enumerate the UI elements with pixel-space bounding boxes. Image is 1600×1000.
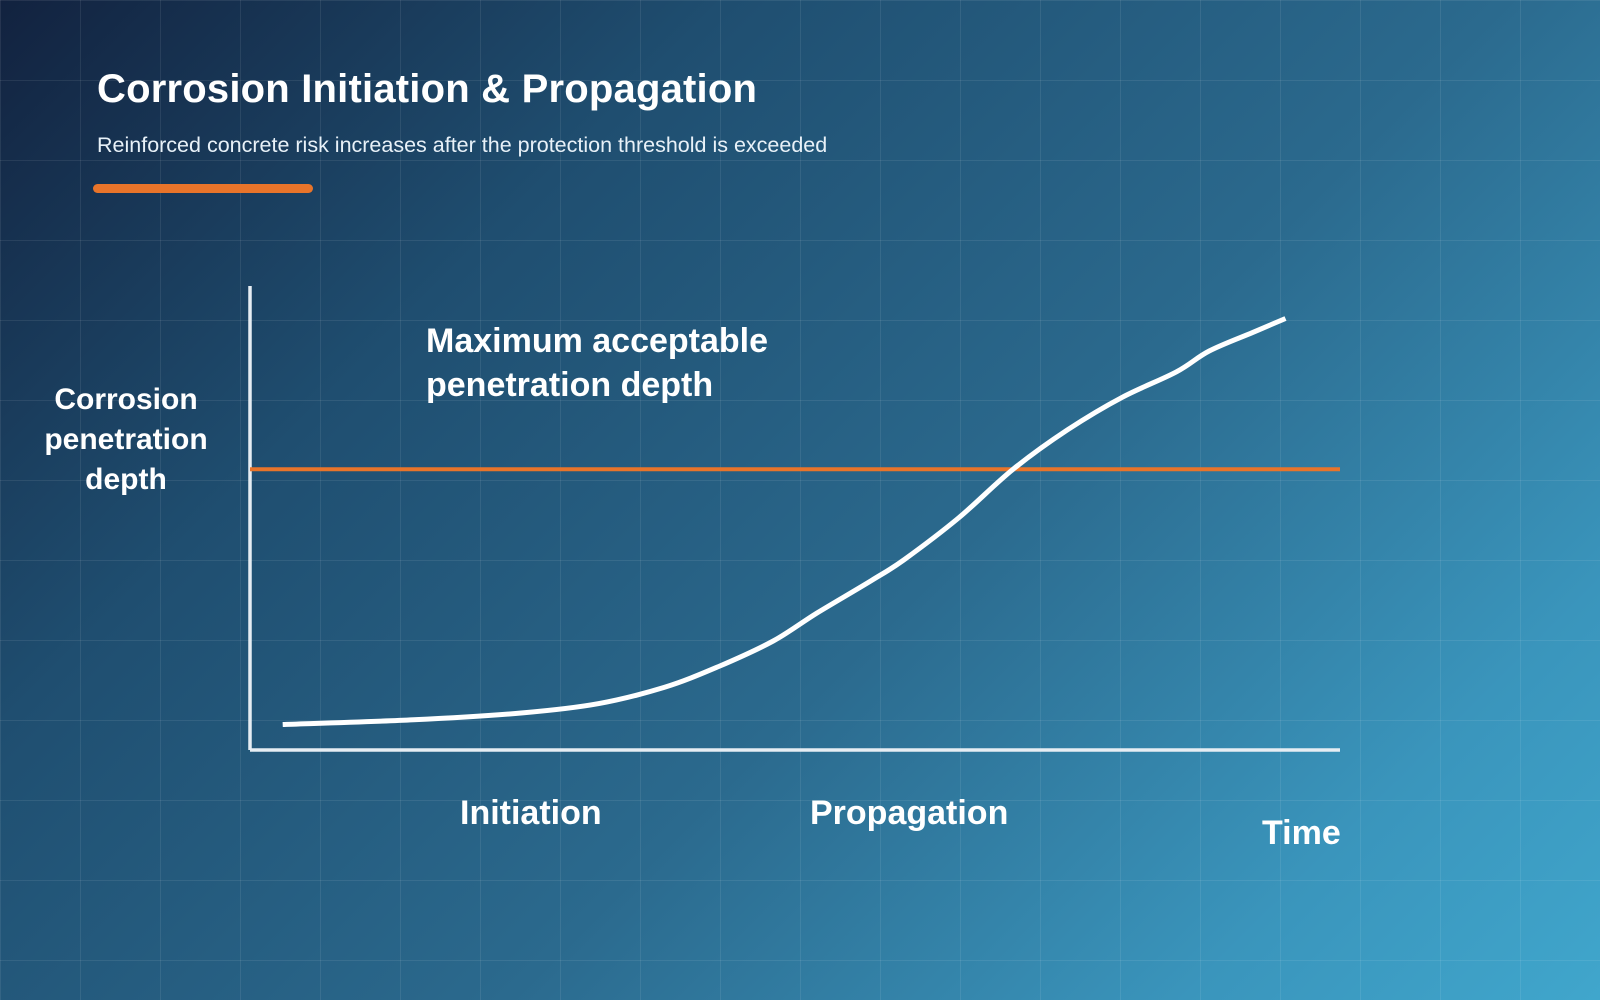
series-points — [281, 317, 1288, 727]
data-point-9 — [902, 558, 906, 562]
threshold-label: Maximum acceptable penetration depth — [426, 322, 769, 404]
data-point-5 — [717, 665, 721, 669]
data-point-2 — [521, 711, 525, 715]
data-point-17 — [1284, 317, 1288, 321]
data-point-15 — [1207, 349, 1211, 353]
data-point-10 — [957, 516, 961, 520]
data-point-0 — [281, 723, 285, 727]
data-point-12 — [1066, 428, 1070, 432]
title-accent-bar — [93, 184, 313, 193]
phase-label-propagation: Propagation — [810, 794, 1009, 832]
data-point-13 — [1120, 395, 1124, 399]
data-point-7 — [815, 611, 819, 615]
chart-title: Corrosion Initiation & Propagation — [97, 67, 758, 111]
data-point-3 — [597, 702, 601, 706]
data-point-11 — [1011, 467, 1015, 471]
series-line-corrosion-depth — [282, 316, 1287, 727]
data-point-14 — [1175, 370, 1179, 374]
chart-header: Corrosion Initiation & Propagation Reinf… — [97, 66, 827, 158]
x-axis-label: Time — [1262, 814, 1341, 852]
y-axis-label: Corrosion penetration depth — [44, 383, 208, 496]
data-point-8 — [869, 579, 873, 583]
data-point-16 — [1251, 330, 1255, 334]
data-point-1 — [412, 718, 416, 722]
data-point-6 — [771, 639, 775, 643]
chart-subtitle: Reinforced concrete risk increases after… — [97, 133, 828, 157]
data-point-4 — [662, 685, 666, 689]
phase-label-initiation: Initiation — [460, 794, 602, 832]
